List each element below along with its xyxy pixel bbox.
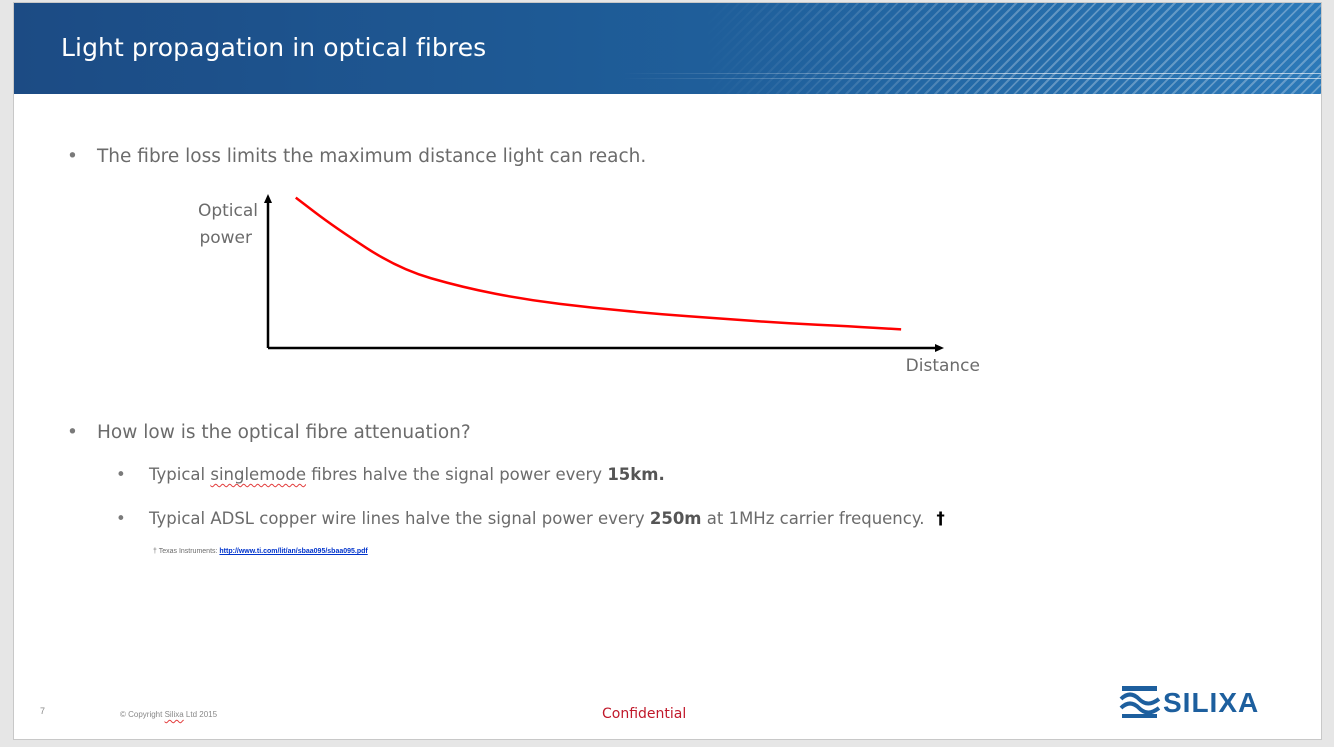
copyright-pre: © Copyright <box>120 710 165 719</box>
slide-header: Light propagation in optical fibres <box>14 3 1321 94</box>
page-number: 7 <box>40 706 46 716</box>
sub-bullet-2-text: Typical ADSL copper wire lines halve the… <box>149 509 945 528</box>
spellcheck-word: singlemode <box>210 465 306 484</box>
bullet-marker: • <box>116 509 126 528</box>
footnote-prefix: † Texas Instruments: <box>153 548 220 555</box>
confidential-label: Confidential <box>602 706 687 722</box>
sub-bullet-1-text: Typical singlemode fibres halve the sign… <box>149 465 665 484</box>
footnote: † Texas Instruments: http://www.ti.com/l… <box>153 548 368 555</box>
sub-bullet-1-bold: 15km. <box>607 465 665 484</box>
attenuation-chart: Optical power Distance <box>198 194 980 376</box>
wave-logo-icon <box>1119 686 1161 718</box>
x-axis-label: Distance <box>906 356 980 376</box>
silixa-logo: SILIXA <box>1119 683 1304 719</box>
sub-bullet-2-pre: Typical ADSL copper wire lines halve the… <box>149 509 650 528</box>
y-axis-label-line1: Optical <box>198 201 258 221</box>
sub-bullet-1-mid: fibres halve the signal power every <box>305 465 608 484</box>
attenuation-curve <box>295 196 902 331</box>
header-rule <box>621 73 1321 74</box>
slide-title: Light propagation in optical fibres <box>61 33 487 62</box>
footnote-link[interactable]: http://www.ti.com/lit/an/sbaa095/sbaa095… <box>219 548 368 555</box>
dagger-mark: † <box>936 509 945 528</box>
bullet-2-text: How low is the optical fibre attenuation… <box>97 422 471 443</box>
logo-text: SILIXA <box>1163 687 1260 718</box>
sub-bullet-1-pre: Typical <box>149 465 211 484</box>
copyright-post: Ltd 2015 <box>183 710 218 719</box>
bullet-1-text: The fibre loss limits the maximum distan… <box>97 146 647 167</box>
slide: Light propagation in optical fibres • Th… <box>13 2 1322 740</box>
bullet-marker: • <box>67 422 78 443</box>
copyright-brand: Silixa <box>164 710 184 719</box>
sub-bullet-2-bold: 250m <box>649 509 702 528</box>
copyright-notice: © Copyright Silixa Ltd 2015 <box>120 710 217 719</box>
bullet-marker: • <box>116 465 126 484</box>
sub-bullet-2-post: at 1MHz carrier frequency. <box>701 509 925 528</box>
bullet-marker: • <box>67 146 78 167</box>
header-rule <box>621 78 1321 79</box>
y-axis-label-line2: power <box>199 228 252 248</box>
